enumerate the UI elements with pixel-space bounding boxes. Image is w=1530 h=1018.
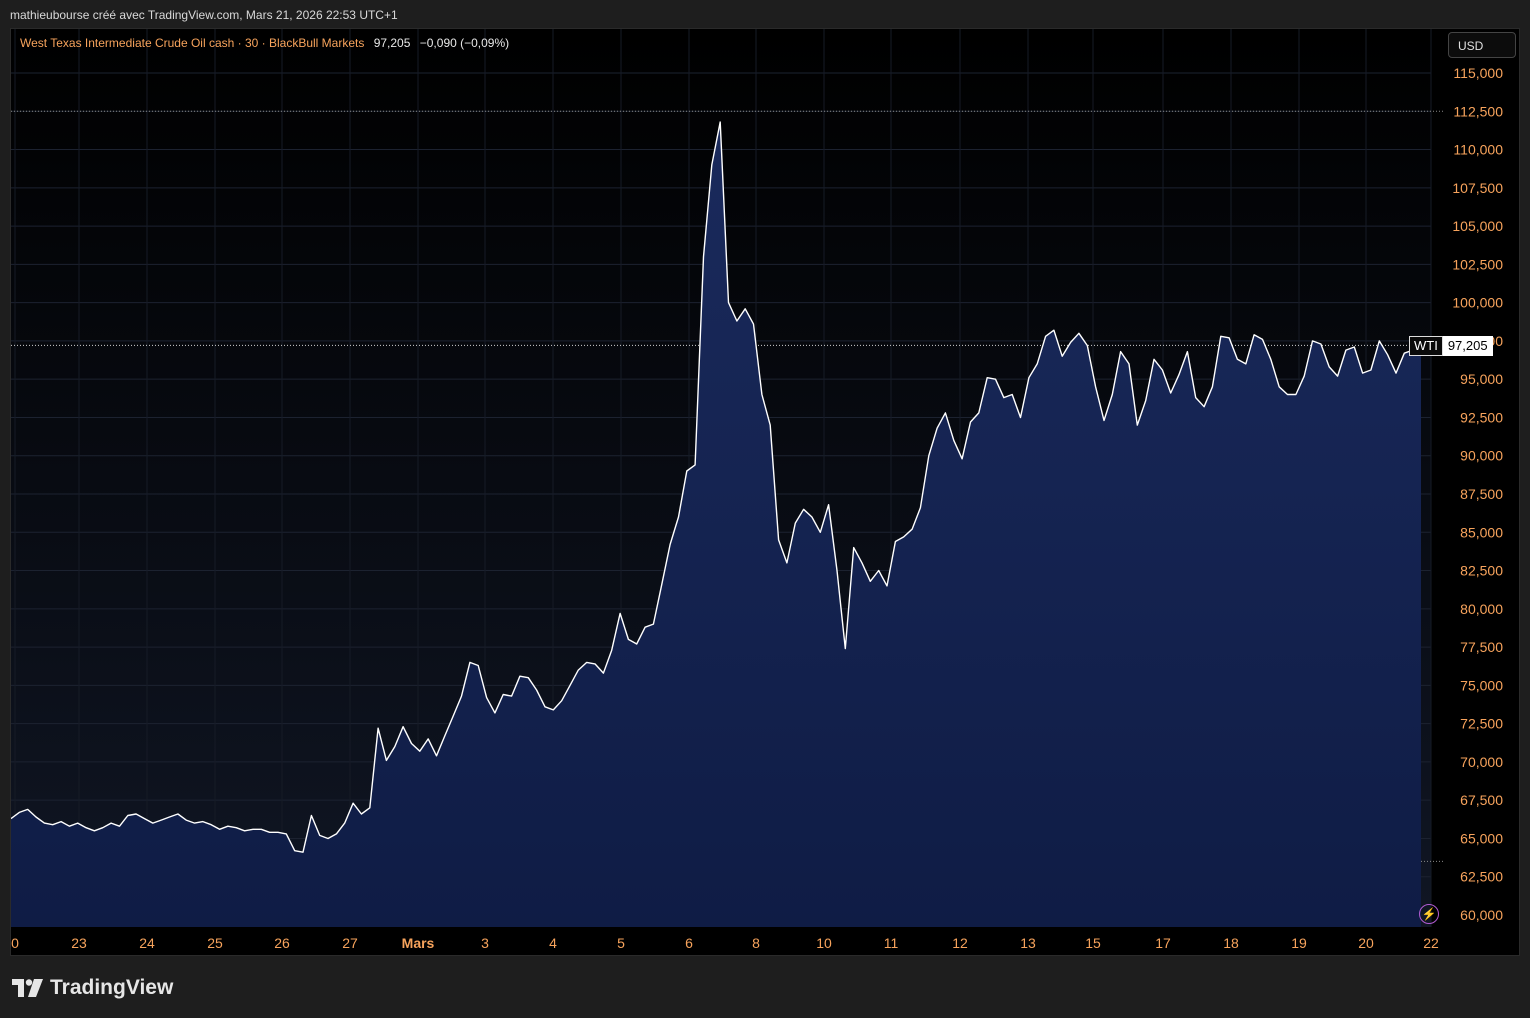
x-tick-label: 11 [884,935,899,951]
x-tick-label: 24 [139,935,155,951]
price-axis[interactable]: 115,000 112,500 110,000 107,500 105,000 102,5… [1452,65,1503,923]
x-tick-label: 15 [1085,935,1101,951]
lightning-icon[interactable]: ⚡ [1419,904,1439,924]
x-tick-label: 13 [1020,935,1036,951]
y-tick-label: 105,000 [1452,218,1503,234]
x-tick-label: 23 [71,935,87,951]
y-tick-label: 115,000 [1453,65,1503,81]
y-tick-label: 72,500 [1460,716,1503,732]
x-tick-label: 26 [274,935,290,951]
last-price: 97,205 [373,36,411,50]
y-tick-label: 77,500 [1460,639,1503,655]
y-tick-label: 110,000 [1453,142,1503,158]
x-tick-label: 4 [549,935,557,951]
price-chart[interactable]: 115,000 112,500 110,000 107,500 105,000 102,5… [11,29,1520,956]
y-tick-label: 75,000 [1460,677,1503,693]
currency-button[interactable]: USD [1448,32,1516,58]
x-tick-label: 22 [1423,935,1439,951]
chart-caption: mathieubourse créé avec TradingView.com,… [10,8,398,22]
symbol-description[interactable]: West Texas Intermediate Crude Oil cash ·… [20,36,365,50]
y-tick-label: 95,000 [1460,371,1503,387]
price-line[interactable] [11,121,1422,853]
x-tick-label: 10 [816,935,832,951]
y-tick-label: 102,500 [1452,256,1503,272]
chart-legend[interactable]: West Texas Intermediate Crude Oil cash ·… [20,36,509,50]
x-tick-label: 19 [1291,935,1307,951]
y-tick-label: 107,500 [1452,180,1503,196]
price-tag-value: 97,205 [1442,336,1493,356]
price-area-fill [11,122,1421,927]
y-tick-label: 65,000 [1460,830,1503,846]
logo-text: TradingView [50,976,174,999]
y-tick-label: 70,000 [1460,754,1503,770]
y-tick-label: 60,000 [1460,907,1503,923]
y-tick-label: 80,000 [1460,601,1503,617]
x-tick-label: 12 [952,935,968,951]
y-tick-label: 100,000 [1452,295,1503,311]
last-price-tag: WTI 97,205 [1409,336,1493,356]
x-tick-label: 3 [481,935,489,951]
y-tick-label: 62,500 [1460,869,1503,885]
x-tick-label: 17 [1155,935,1171,951]
price-change: −0,090 (−0,09%) [419,36,510,50]
x-tick-label: 5 [617,935,625,951]
y-tick-label: 90,000 [1460,448,1503,464]
price-tag-symbol: WTI [1409,336,1443,356]
x-tick-label: Mars [402,935,435,951]
chart-area[interactable]: 115,000 112,500 110,000 107,500 105,000 102,5… [10,28,1520,956]
y-tick-label: 67,500 [1460,792,1503,808]
tradingview-logo-icon [12,979,43,997]
y-tick-label: 85,000 [1460,524,1503,540]
time-axis[interactable]: 0 23 24 25 26 27 Mars 3 4 5 6 8 10 11 12 13 15 17 18 19 20 22 [11,935,1439,951]
x-tick-label: 0 [11,935,19,951]
y-tick-label: 87,500 [1460,486,1503,502]
y-tick-label: 112,500 [1453,103,1503,119]
y-tick-label: 82,500 [1460,563,1503,579]
x-tick-label: 20 [1358,935,1374,951]
x-tick-label: 27 [342,935,358,951]
y-tick-label: 92,500 [1460,409,1503,425]
x-tick-label: 18 [1223,935,1239,951]
tradingview-logo[interactable]: TradingView [12,976,173,1000]
x-tick-label: 25 [207,935,223,951]
x-tick-label: 6 [685,935,693,951]
x-tick-label: 8 [752,935,760,951]
